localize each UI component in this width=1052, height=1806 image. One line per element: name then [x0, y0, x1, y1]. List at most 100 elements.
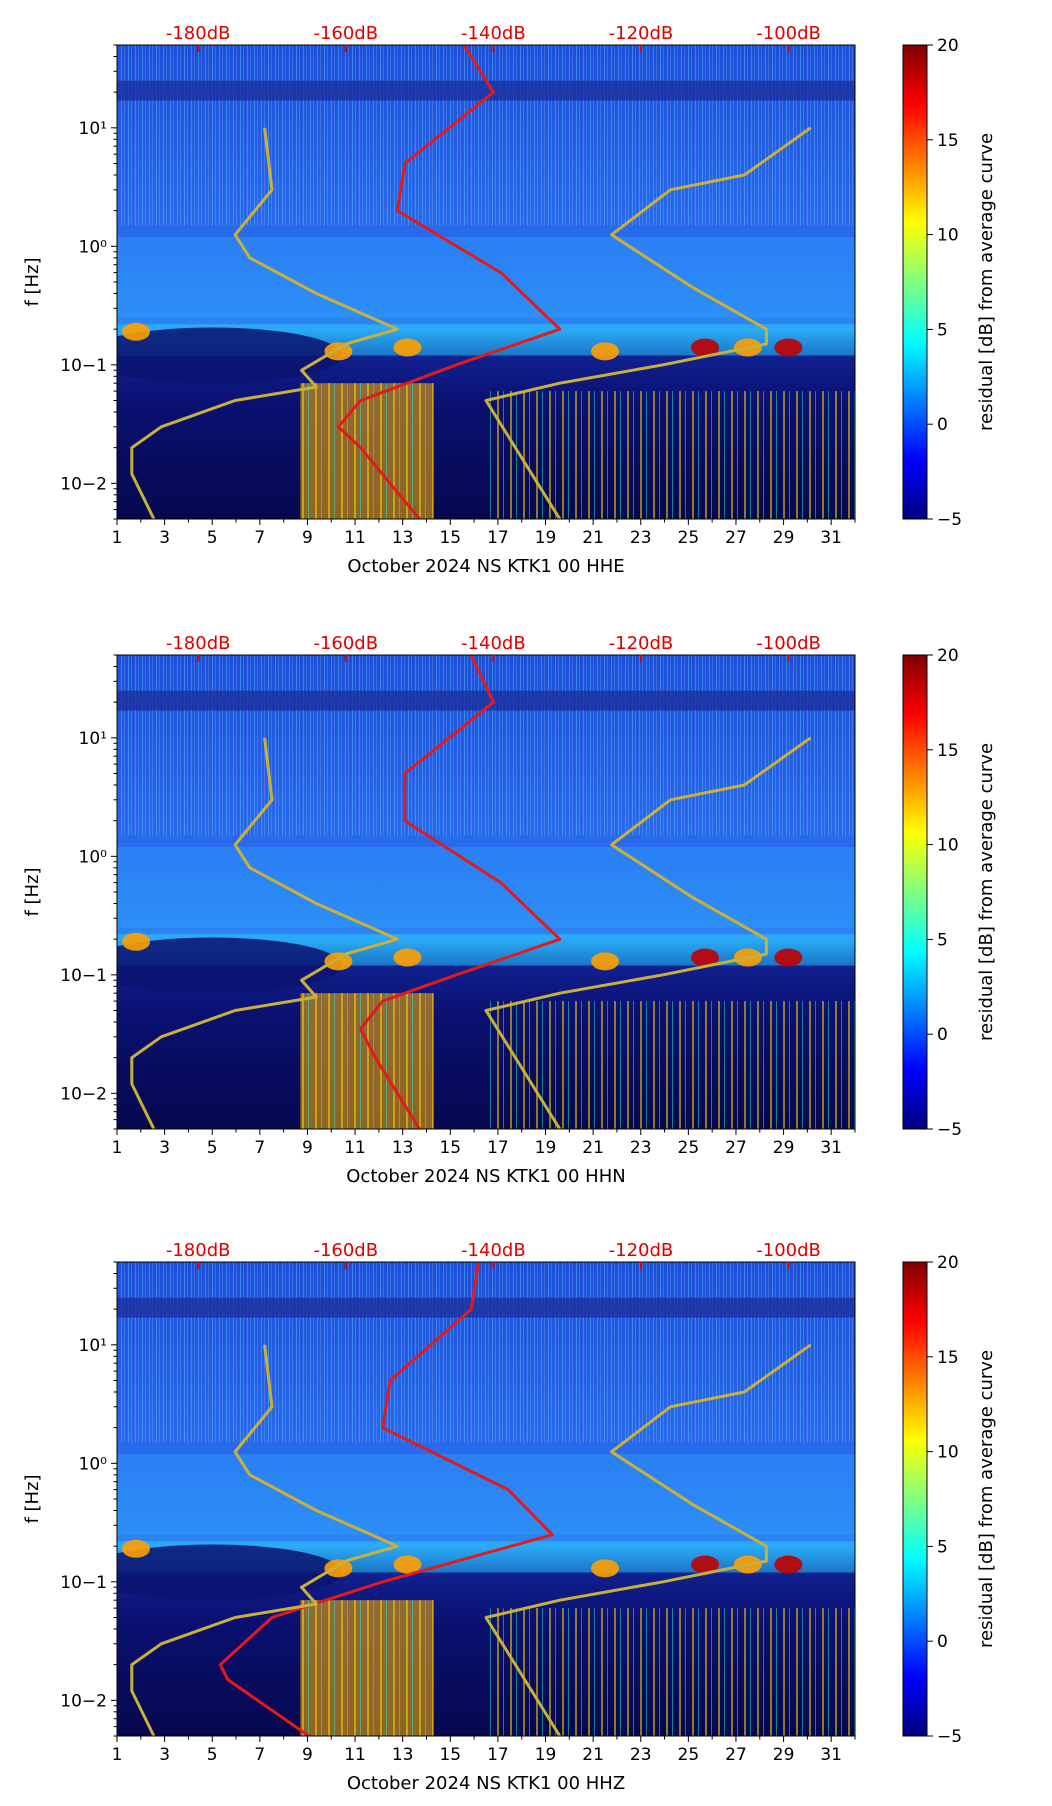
- series-line-psd-median: [336, 45, 562, 519]
- x-tick-label: 17: [487, 1745, 509, 1765]
- series-line-peterson-nlnm: [130, 737, 399, 1129]
- series-line-psd-median: [218, 1262, 554, 1736]
- x-tick-label: 19: [535, 1138, 557, 1158]
- colorbar-tick-label: 0: [937, 415, 948, 435]
- x-tick-label: 5: [207, 528, 218, 548]
- colorbar-tick-label: 20: [937, 646, 959, 666]
- x-tick-label: 29: [773, 1138, 795, 1158]
- y-axis-label: f [Hz]: [22, 867, 43, 916]
- colorbar: [902, 44, 928, 520]
- colorbar-tick-label: 10: [937, 1443, 959, 1463]
- x-tick-label: 29: [773, 528, 795, 548]
- colorbar-label: residual [dB] from average curve: [976, 1350, 997, 1648]
- spectrogram-heatmap: [117, 1262, 855, 1736]
- colorbar-label: residual [dB] from average curve: [976, 133, 997, 431]
- series-line-peterson-nhnm: [484, 736, 812, 1129]
- colorbar-tick-label: 20: [937, 1253, 959, 1273]
- spectrogram-heatmap: [117, 655, 855, 1129]
- x-tick-label: 13: [392, 1745, 414, 1765]
- x-tick-label: 9: [302, 1138, 313, 1158]
- x-tick-label: 27: [725, 1138, 747, 1158]
- colorbar-tick-label: −5: [937, 1727, 962, 1747]
- x-tick-label: 23: [630, 1138, 652, 1158]
- x-tick-label: 13: [392, 528, 414, 548]
- x-tick-label: 19: [535, 528, 557, 548]
- series-line-peterson-nhnm: [484, 126, 812, 519]
- colorbar-tick-label: 20: [937, 36, 959, 56]
- y-tick-label: 10¹: [79, 1336, 107, 1356]
- x-tick-label: 15: [439, 1745, 461, 1765]
- x-tick-label: 29: [773, 1745, 795, 1765]
- db-tick-label: -180dB: [166, 633, 231, 654]
- x-axis-label: October 2024 NS KTK1 00 HHN: [346, 1166, 625, 1187]
- x-tick-label: 25: [678, 528, 700, 548]
- x-tick-label: 27: [725, 528, 747, 548]
- x-tick-label: 21: [582, 528, 604, 548]
- colorbar: [902, 1261, 928, 1737]
- y-tick-label: 10−1: [60, 1573, 107, 1593]
- x-tick-label: 3: [159, 528, 170, 548]
- x-tick-label: 13: [392, 1138, 414, 1158]
- db-tick-label: -160dB: [313, 1240, 378, 1261]
- series-line-peterson-nhnm: [484, 1343, 812, 1736]
- y-tick-label: 10−2: [60, 1084, 107, 1104]
- db-tick-label: -100dB: [756, 1240, 821, 1261]
- colorbar-tick-label: 10: [937, 836, 959, 856]
- x-tick-label: 5: [207, 1138, 218, 1158]
- x-tick-label: 1: [112, 1745, 123, 1765]
- db-tick-label: -120dB: [609, 633, 674, 654]
- x-tick-label: 11: [344, 528, 366, 548]
- colorbar-tick-label: 15: [937, 1348, 959, 1368]
- x-tick-label: 17: [487, 528, 509, 548]
- x-tick-label: 7: [254, 1138, 265, 1158]
- colorbar-tick-label: 15: [937, 741, 959, 761]
- db-tick-label: -120dB: [609, 1240, 674, 1261]
- x-tick-label: 1: [112, 528, 123, 548]
- x-tick-label: 31: [820, 1745, 842, 1765]
- x-tick-label: 23: [630, 1745, 652, 1765]
- db-tick-label: -160dB: [313, 633, 378, 654]
- x-tick-label: 25: [678, 1745, 700, 1765]
- colorbar-tick-label: 10: [937, 226, 959, 246]
- x-tick-label: 15: [439, 1138, 461, 1158]
- colorbar-tick-label: 15: [937, 131, 959, 151]
- db-tick-label: -100dB: [756, 633, 821, 654]
- x-tick-label: 7: [254, 1745, 265, 1765]
- y-tick-label: 10⁰: [79, 847, 108, 867]
- y-tick-label: 10−2: [60, 1691, 107, 1711]
- x-axis-label: October 2024 NS KTK1 00 HHE: [347, 556, 624, 577]
- x-tick-label: 9: [302, 528, 313, 548]
- db-tick-label: -100dB: [756, 23, 821, 44]
- x-tick-label: 23: [630, 528, 652, 548]
- x-tick-label: 27: [725, 1745, 747, 1765]
- colorbar-tick-label: 0: [937, 1632, 948, 1652]
- x-tick-label: 19: [535, 1745, 557, 1765]
- x-tick-label: 1: [112, 1138, 123, 1158]
- x-tick-label: 21: [582, 1745, 604, 1765]
- y-tick-label: 10⁰: [79, 1454, 108, 1474]
- x-axis-label: October 2024 NS KTK1 00 HHZ: [347, 1773, 625, 1794]
- colorbar: [902, 654, 928, 1130]
- colorbar-tick-label: 5: [937, 320, 948, 340]
- x-tick-label: 3: [159, 1745, 170, 1765]
- y-tick-label: 10−2: [60, 474, 107, 494]
- x-tick-label: 25: [678, 1138, 700, 1158]
- x-tick-label: 15: [439, 528, 461, 548]
- db-tick-label: -120dB: [609, 23, 674, 44]
- colorbar-label: residual [dB] from average curve: [976, 743, 997, 1041]
- colorbar-tick-label: 5: [937, 1537, 948, 1557]
- db-tick-label: -140dB: [461, 23, 526, 44]
- spectrogram-heatmap: [117, 45, 855, 519]
- db-tick-label: -180dB: [166, 1240, 231, 1261]
- x-tick-label: 9: [302, 1745, 313, 1765]
- colorbar-tick-label: 5: [937, 930, 948, 950]
- x-tick-label: 21: [582, 1138, 604, 1158]
- y-axis-label: f [Hz]: [22, 1474, 43, 1523]
- x-tick-label: 31: [820, 528, 842, 548]
- x-tick-label: 11: [344, 1745, 366, 1765]
- x-tick-label: 5: [207, 1745, 218, 1765]
- x-tick-label: 11: [344, 1138, 366, 1158]
